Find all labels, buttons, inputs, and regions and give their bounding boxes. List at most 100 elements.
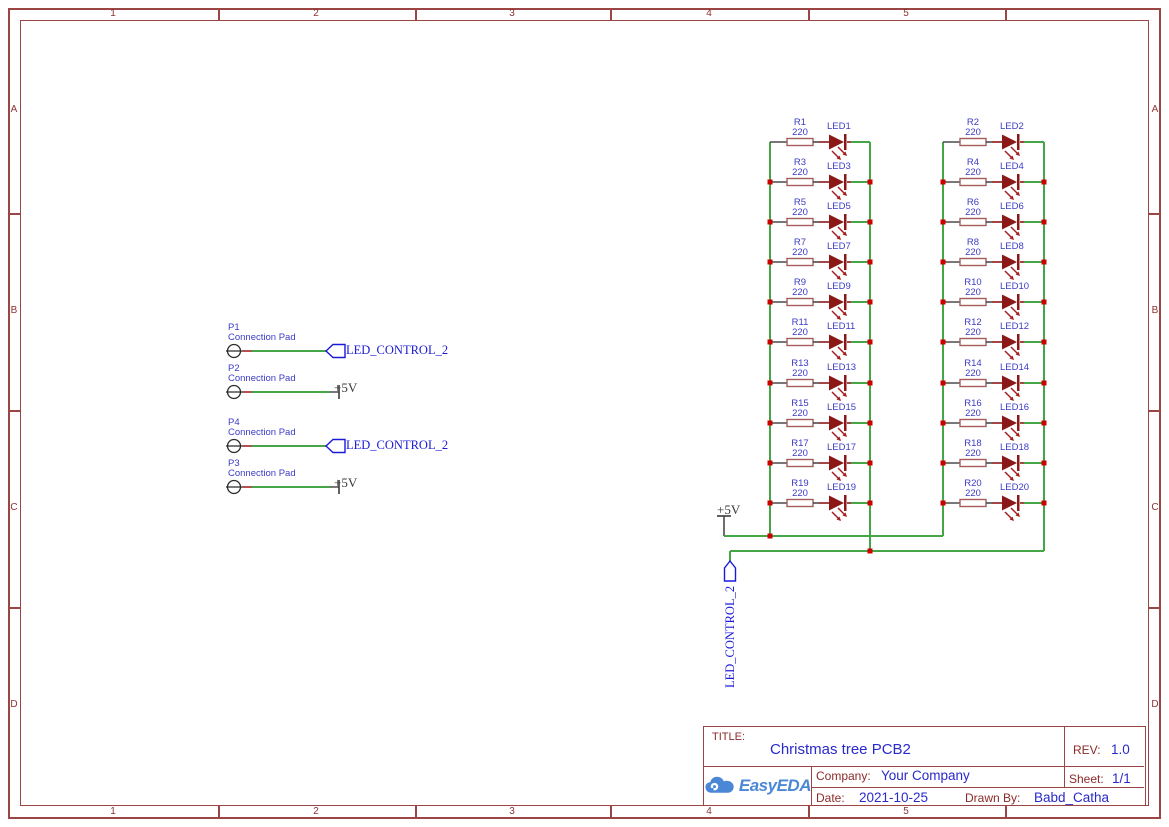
net-label[interactable]: LED_CONTROL_2 [346, 343, 449, 357]
pad-ref-label[interactable]: P1 [228, 322, 240, 333]
date-value[interactable]: 2021-10-25 [859, 790, 929, 805]
company-value[interactable]: Your Company [881, 768, 970, 783]
pad-desc-label[interactable]: Connection Pad [228, 332, 296, 343]
pad-ref-label[interactable]: P3 [228, 458, 240, 469]
led-symbol[interactable] [829, 294, 844, 310]
led-symbol[interactable] [1002, 174, 1017, 190]
led-symbol[interactable] [1002, 375, 1017, 391]
led-row[interactable] [767, 455, 873, 481]
led-symbol[interactable] [1002, 334, 1017, 350]
led-ref-label[interactable]: LED19 [827, 482, 857, 493]
led-symbol[interactable] [829, 415, 844, 431]
net-label[interactable]: LED_CONTROL_2 [723, 585, 737, 688]
led-ref-label[interactable]: LED2 [1000, 121, 1024, 132]
led-symbol[interactable] [1002, 134, 1017, 150]
led-ref-label[interactable]: LED11 [827, 321, 856, 332]
resistor-ref-label[interactable]: R20 [964, 478, 982, 489]
led-row[interactable] [767, 495, 873, 521]
resistor-value-label[interactable]: 220 [965, 327, 981, 338]
resistor-ref-label[interactable]: R1 [793, 117, 807, 128]
resistor-value-label[interactable]: 220 [965, 127, 981, 138]
sheet-title[interactable]: Christmas tree PCB2 [770, 741, 911, 758]
resistor-ref-label[interactable]: R13 [791, 358, 809, 369]
led-row[interactable] [940, 294, 1047, 320]
led-symbol[interactable] [829, 334, 844, 350]
drawn-by-value[interactable]: Babd_Catha [1034, 790, 1110, 805]
pad-ref-label[interactable]: P4 [228, 417, 240, 428]
connection-pad[interactable] [226, 343, 252, 359]
led-symbol[interactable] [1002, 214, 1017, 230]
led-row[interactable] [940, 415, 1047, 441]
resistor-value-label[interactable]: 220 [792, 448, 808, 459]
led-ref-label[interactable]: LED16 [1000, 402, 1030, 413]
led-symbol[interactable] [1002, 495, 1017, 511]
resistor-value-label[interactable]: 220 [965, 287, 981, 298]
resistor-value-label[interactable]: 220 [792, 287, 808, 298]
connection-pad[interactable] [226, 479, 252, 495]
resistor-ref-label[interactable]: R9 [793, 277, 807, 288]
led-symbol[interactable] [829, 134, 844, 150]
led-row[interactable] [767, 254, 873, 280]
led-ref-label[interactable]: LED13 [827, 362, 857, 373]
resistor-value-label[interactable]: 220 [965, 448, 981, 459]
led-ref-label[interactable]: LED14 [1000, 362, 1030, 373]
resistor-ref-label[interactable]: R4 [966, 157, 980, 168]
led-symbol[interactable] [829, 455, 844, 471]
led-row[interactable] [943, 134, 1044, 160]
resistor-value-label[interactable]: 220 [792, 167, 808, 178]
led-symbol[interactable] [1002, 415, 1017, 431]
resistor-ref-label[interactable]: R7 [793, 237, 807, 248]
led-row[interactable] [770, 134, 870, 160]
led-symbol[interactable] [1002, 294, 1017, 310]
resistor-value-label[interactable]: 220 [965, 207, 981, 218]
led-symbol[interactable] [829, 174, 844, 190]
led-row[interactable] [767, 334, 873, 360]
led-row[interactable] [940, 375, 1047, 401]
led-ref-label[interactable]: LED18 [1000, 442, 1030, 453]
pad-ref-label[interactable]: P2 [228, 363, 240, 374]
led-ref-label[interactable]: LED12 [1000, 321, 1030, 332]
resistor-value-label[interactable]: 220 [792, 327, 808, 338]
led-symbol[interactable] [829, 375, 844, 391]
led-row[interactable] [767, 214, 873, 240]
resistor-value-label[interactable]: 220 [965, 247, 981, 258]
led-ref-label[interactable]: LED17 [827, 442, 857, 453]
led-row[interactable] [940, 214, 1047, 240]
resistor-value-label[interactable]: 220 [792, 207, 808, 218]
resistor-ref-label[interactable]: R17 [791, 438, 809, 449]
led-ref-label[interactable]: LED4 [1000, 161, 1024, 172]
led-symbol[interactable] [829, 254, 844, 270]
resistor-ref-label[interactable]: R5 [793, 197, 807, 208]
resistor-ref-label[interactable]: R12 [964, 317, 982, 328]
sheet-value[interactable]: 1/1 [1112, 771, 1131, 786]
led-row[interactable] [940, 455, 1047, 481]
led-row[interactable] [767, 174, 873, 200]
led-ref-label[interactable]: LED15 [827, 402, 857, 413]
pad-desc-label[interactable]: Connection Pad [228, 468, 296, 479]
led-row[interactable] [767, 294, 873, 320]
led-ref-label[interactable]: LED20 [1000, 482, 1030, 493]
resistor-ref-label[interactable]: R14 [964, 358, 982, 369]
resistor-value-label[interactable]: 220 [965, 488, 981, 499]
net-label-flag[interactable] [723, 559, 737, 582]
power-net-label[interactable]: +5V [334, 475, 358, 490]
net-label-flag[interactable] [324, 343, 346, 359]
resistor-ref-label[interactable]: R19 [791, 478, 809, 489]
led-row[interactable] [940, 254, 1047, 280]
resistor-value-label[interactable]: 220 [792, 408, 808, 419]
connection-pad[interactable] [226, 438, 252, 454]
resistor-ref-label[interactable]: R8 [966, 237, 980, 248]
resistor-value-label[interactable]: 220 [792, 488, 808, 499]
resistor-value-label[interactable]: 220 [965, 167, 981, 178]
resistor-value-label[interactable]: 220 [965, 368, 981, 379]
led-row[interactable] [940, 334, 1047, 360]
resistor-value-label[interactable]: 220 [792, 368, 808, 379]
rev-value[interactable]: 1.0 [1111, 742, 1130, 757]
led-row[interactable] [940, 174, 1047, 200]
led-symbol[interactable] [1002, 254, 1017, 270]
resistor-ref-label[interactable]: R11 [791, 317, 809, 328]
led-row[interactable] [767, 375, 873, 401]
resistor-ref-label[interactable]: R18 [964, 438, 982, 449]
led-ref-label[interactable]: LED6 [1000, 201, 1024, 212]
led-row[interactable] [767, 415, 873, 441]
